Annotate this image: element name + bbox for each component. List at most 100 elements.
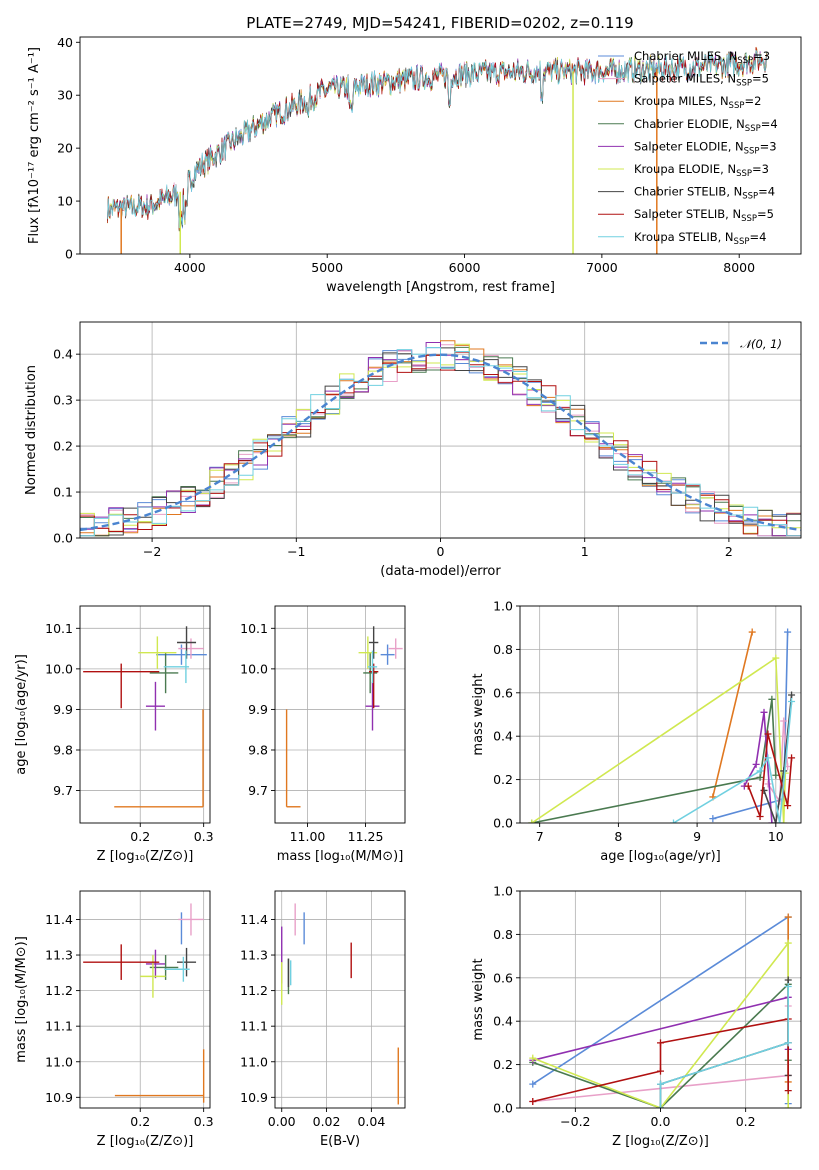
- y-tick-label: 9.7: [248, 783, 268, 798]
- y-tick-label: 0.1: [53, 485, 73, 500]
- age-vs-metallicity-panel: 0.2 0.3 9.7 9.8 9.9 10.0 10.1 Z [log₁₀(Z/Z⊙)] ag…: [14, 605, 214, 864]
- legend-entry: 𝒩(0, 1): [740, 337, 782, 351]
- y-tick-label: 9.9: [53, 702, 73, 717]
- y-tick-label: 9.8: [53, 742, 73, 757]
- y-tick-label: 20: [57, 141, 73, 156]
- y-tick-label: 0.4: [493, 729, 513, 744]
- x-axis-label: Z [log₁₀(Z/Z⊙)]: [612, 1134, 709, 1149]
- y-tick-label: 0.0: [493, 1101, 513, 1116]
- weight-marker: [756, 773, 764, 781]
- weight-marker: [776, 819, 784, 823]
- y-tick-label: 0.2: [493, 772, 513, 787]
- weight-marker: [788, 754, 796, 762]
- y-tick-label: 9.7: [53, 783, 73, 798]
- mass-vs-ebv-panel: 0.00 0.02 0.04 10.9 11.0 11.1 11.2 11.3 11.4 E(B-…: [240, 890, 406, 1149]
- x-axis-label: wavelength [Angstrom, rest frame]: [326, 280, 555, 295]
- legend-subscript: SSP: [741, 214, 757, 224]
- weight-marker: [657, 1067, 664, 1075]
- y-tick-label: 0.2: [53, 439, 73, 454]
- weight-marker: [784, 1039, 792, 1047]
- legend-count: =3: [752, 162, 769, 176]
- y-tick-label: 9.8: [248, 742, 268, 757]
- x-axis-label: age [log₁₀(age/yr)]: [600, 849, 721, 864]
- weight-marker: [744, 782, 752, 790]
- x-tick-label: 8: [614, 829, 622, 844]
- legend-entry: Salpeter STELIB, NSSP=5: [634, 207, 774, 224]
- legend-count: =4: [761, 117, 778, 131]
- x-axis-label: Z [log₁₀(Z/Z⊙)]: [97, 849, 194, 864]
- weight-marker: [784, 939, 792, 947]
- y-axis-label: mass [log₁₀(M/M⊙)]: [14, 936, 29, 1063]
- figure-title: PLATE=2749, MJD=54241, FIBERID=0202, z=0…: [246, 14, 633, 32]
- x-axis-label: mass [log₁₀(M/M⊙)]: [277, 849, 404, 864]
- weight-marker: [784, 628, 792, 636]
- y-tick-label: 11.4: [240, 912, 268, 927]
- axes-frame: [274, 890, 406, 1109]
- weight-marker: [528, 819, 536, 823]
- y-tick-label: 11.0: [240, 1054, 268, 1069]
- legend-entry: Kroupa MILES, NSSP=2: [634, 94, 761, 111]
- x-tick-label: 7: [536, 829, 544, 844]
- x-tick-label: 0: [437, 544, 445, 559]
- spectrum-line-chabrier-miles: [107, 55, 698, 229]
- y-tick-label: 0.8: [493, 927, 513, 942]
- y-tick-label: 11.0: [45, 1054, 73, 1069]
- weight-marker: [529, 1080, 537, 1088]
- x-axis-label: Z [log₁₀(Z/Z⊙)]: [97, 1134, 194, 1149]
- x-tick-label: 0.2: [130, 1114, 150, 1129]
- x-tick-label: 2: [725, 544, 733, 559]
- weight-vs-age-panel: 7 8 9 10 0.0 0.2 0.4 0.6 0.8 1.0 age [log₁₀(age/yr…: [471, 599, 802, 864]
- x-tick-label: 1: [581, 544, 589, 559]
- x-tick-label: 0.02: [313, 1114, 341, 1129]
- weight-marker: [772, 819, 780, 823]
- legend-count: =2: [744, 94, 761, 108]
- weight-marker: [760, 708, 768, 716]
- weight-marker: [669, 819, 677, 823]
- x-tick-label: 0.0: [651, 1114, 671, 1129]
- weight-marker: [529, 1097, 537, 1105]
- y-tick-label: 0.3: [53, 393, 73, 408]
- x-tick-label: −0.2: [560, 1114, 590, 1129]
- x-tick-label: 0.00: [268, 1114, 296, 1129]
- plot-area: [528, 628, 796, 823]
- y-tick-label: 1.0: [493, 599, 513, 614]
- weight-line-chabrier-stelib: [763, 694, 793, 823]
- plot-area: [285, 626, 403, 808]
- weight-marker: [780, 767, 788, 775]
- weight-marker: [788, 691, 796, 699]
- legend-count: =3: [760, 139, 777, 153]
- legend-subscript: SSP: [729, 101, 745, 111]
- weight-marker: [764, 754, 772, 762]
- y-tick-label: 40: [57, 35, 73, 50]
- y-tick-label: 11.4: [45, 912, 73, 927]
- spectrum-line-kroupa-stelib: [107, 49, 768, 229]
- weight-marker: [756, 812, 764, 820]
- x-tick-label: 0.2: [130, 829, 150, 844]
- y-tick-label: 10.9: [240, 1090, 268, 1105]
- x-axis-label: (data-model)/error: [380, 564, 501, 579]
- y-tick-label: 11.2: [240, 983, 268, 998]
- histogram-kroupa-stelib: [80, 347, 801, 537]
- legend-label: Chabrier STELIB, N: [634, 185, 742, 199]
- y-tick-label: 10: [57, 194, 73, 209]
- weight-vs-metallicity-panel: −0.2 0.0 0.2 0.0 0.2 0.4 0.6 0.8 1.0 Z [log₁₀(Z/Z…: [471, 884, 802, 1149]
- plot-area: [107, 46, 768, 254]
- weight-marker: [784, 1104, 792, 1108]
- legend-subscript: SSP: [745, 124, 761, 134]
- x-tick-label: 5000: [311, 260, 343, 275]
- y-tick-label: 0.2: [493, 1057, 513, 1072]
- legend-entry: Kroupa STELIB, NSSP=4: [634, 230, 766, 247]
- weight-marker: [768, 695, 776, 703]
- legend-entry: Chabrier ELODIE, NSSP=4: [634, 117, 778, 134]
- x-tick-label: 11.00: [290, 829, 326, 844]
- axes-frame: [79, 890, 211, 1109]
- y-tick-label: 0.6: [493, 685, 513, 700]
- weight-line-chabrier-elodie: [531, 699, 777, 823]
- y-axis-label: Normed distribution: [24, 365, 39, 495]
- weight-marker: [772, 771, 780, 779]
- y-tick-label: 11.3: [240, 948, 268, 963]
- legend-label: Kroupa ELODIE, N: [634, 162, 736, 176]
- age-vs-mass-panel: 11.00 11.25 9.7 9.8 9.9 10.0 10.1 mass [log₁₀(M…: [240, 605, 406, 864]
- weight-marker: [780, 717, 788, 725]
